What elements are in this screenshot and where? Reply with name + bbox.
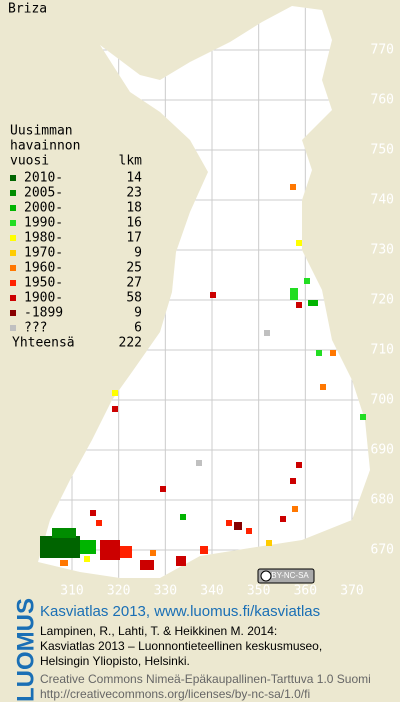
y-tick-label: 690 [371,443,394,458]
legend-swatch [10,220,16,226]
x-tick-label: 310 [60,584,83,599]
legend-label: 2010- [24,171,63,186]
legend-count: 17 [126,231,142,246]
legend-count: 9 [134,246,142,261]
legend-count: 14 [126,171,142,186]
y-tick-label: 740 [371,193,394,208]
legend-swatch [10,205,16,211]
y-tick-label: 720 [371,293,394,308]
legend-heading: havainnon [10,139,80,154]
legend-label: 2005- [24,186,63,201]
legend-label: -1899 [24,306,63,321]
title: Briza [8,2,47,17]
legend-label: 1970- [24,246,63,261]
legend-count: 6 [134,321,142,336]
legend-heading: vuosi [10,154,49,169]
legend-heading: lkm [119,154,143,169]
legend-swatch [10,235,16,241]
legend-count: 58 [126,291,142,306]
legend-count: 16 [126,216,142,231]
total-value: 222 [119,336,142,351]
y-tick-label: 760 [371,93,394,108]
legend-heading: Uusimman [10,124,73,139]
observations [40,184,366,570]
x-tick-label: 370 [340,584,363,599]
headline: Kasviatlas 2013, www.luomus.fi/kasviatla… [40,603,320,620]
y-tick-label: 750 [371,143,394,158]
legend-swatch [10,325,16,331]
legend-swatch [10,280,16,286]
legend-count: 25 [126,261,142,276]
license: Creative Commons Nimeä-Epäkaupallinen-Ta… [40,672,371,686]
legend-count: 9 [134,306,142,321]
y-tick-label: 680 [371,493,394,508]
legend-swatch [10,250,16,256]
y-tick-label: 710 [371,343,394,358]
citation: Lampinen, R., Lahti, T. & Heikkinen M. 2… [40,624,277,638]
x-tick-label: 340 [200,584,223,599]
legend-swatch [10,265,16,271]
y-tick-label: 670 [371,543,394,558]
y-tick-label: 700 [371,393,394,408]
citation: Kasviatlas 2013 – Luonnontieteellinen ke… [40,639,322,653]
citation: Helsingin Yliopisto, Helsinki. [40,654,190,668]
x-tick-label: 350 [247,584,270,599]
legend-swatch [10,190,16,196]
legend-label: 1980- [24,231,63,246]
x-tick-label: 320 [107,584,130,599]
legend-label: ??? [24,321,47,336]
x-tick-label: 330 [154,584,177,599]
cc-badge: BY-NC-SA [257,568,315,584]
legend-swatch [10,310,16,316]
legend-count: 18 [126,201,142,216]
license: http://creativecommons.org/licenses/by-n… [40,687,310,701]
legend-label: 1950- [24,276,63,291]
legend-label: 1900- [24,291,63,306]
legend-label: 1960- [24,261,63,276]
total-label: Yhteensä [12,336,75,351]
brand: LUOMUS [12,598,39,702]
legend-label: 2000- [24,201,63,216]
legend-swatch [10,175,16,181]
license-badge: BY-NC-SA [271,571,309,580]
y-tick-label: 730 [371,243,394,258]
y-tick-label: 770 [371,43,394,58]
legend-count: 23 [126,186,142,201]
legend-count: 27 [126,276,142,291]
legend-swatch [10,295,16,301]
x-tick-label: 360 [294,584,317,599]
legend-label: 1990- [24,216,63,231]
